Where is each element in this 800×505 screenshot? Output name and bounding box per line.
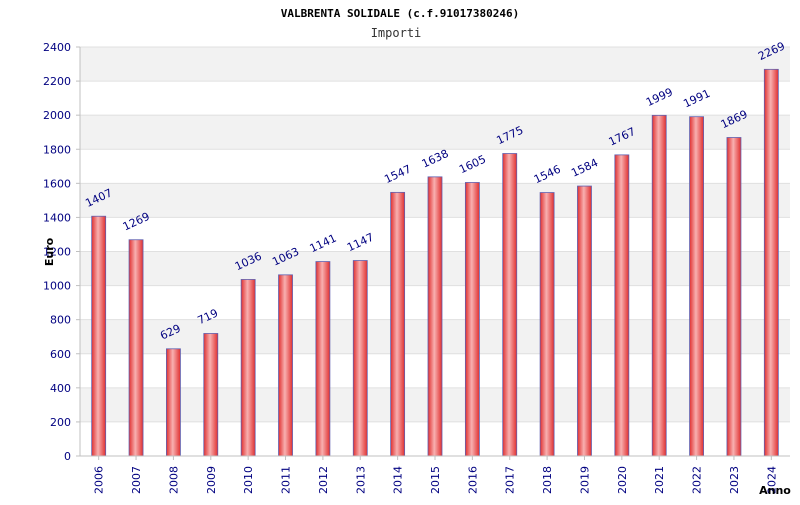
data-label: 1991 [681, 87, 712, 111]
data-label: 1999 [644, 85, 675, 109]
y-tick-label: 1600 [43, 177, 71, 190]
x-tick-labels: 2006 2007 2008 2009 2010 2011 2012 2013 2014 2015… [93, 456, 778, 494]
grid-band [80, 47, 790, 82]
y-tick-label: 1400 [43, 211, 71, 224]
bar [689, 116, 704, 457]
bar [278, 274, 293, 457]
bar [651, 114, 667, 457]
y-tick-labels: 0 200 400 600 800 1000 1200 1400 1600 1800 2000 220… [43, 41, 71, 463]
bar [91, 215, 107, 457]
x-tick-label: 2022 [691, 466, 704, 494]
y-tick-label: 2400 [43, 41, 71, 54]
y-tick-label: 400 [50, 382, 71, 395]
bar [203, 333, 219, 457]
grid-band [80, 115, 790, 150]
y-tick-label: 1800 [43, 143, 71, 156]
x-tick-label: 2010 [242, 466, 255, 494]
bar [614, 154, 630, 457]
x-tick-label: 2019 [578, 466, 591, 494]
x-tick-label: 2011 [280, 466, 293, 494]
x-tick-label: 2007 [130, 466, 143, 494]
x-tick-label: 2018 [541, 466, 554, 494]
x-tick-label: 2014 [392, 466, 405, 494]
bar [427, 176, 443, 457]
bar [128, 239, 144, 457]
x-tick-label: 2013 [354, 466, 367, 494]
y-tick-label: 1000 [43, 280, 71, 293]
x-tick-label: 2020 [616, 466, 629, 494]
bar [726, 137, 742, 457]
x-tick-label: 2017 [504, 466, 517, 494]
data-label: 1605 [457, 153, 488, 177]
x-tick-label: 2023 [728, 466, 741, 494]
bar [315, 261, 331, 457]
x-tick-label: 2006 [93, 466, 106, 494]
bars [91, 68, 779, 457]
x-tick-label: 2016 [466, 466, 479, 494]
bar [502, 153, 518, 457]
chart-title: VALBRENTA SOLIDALE (c.f.91017380246) [281, 7, 519, 20]
bar [577, 185, 592, 457]
data-label: 1147 [345, 231, 376, 255]
y-tick-label: 800 [50, 314, 71, 327]
bar [352, 260, 368, 457]
y-tick-label: 600 [50, 348, 71, 361]
bar [539, 192, 555, 457]
y-axis-label: Euro [43, 237, 56, 266]
y-tick-label: 2200 [43, 75, 71, 88]
x-tick-label: 2015 [429, 466, 442, 494]
data-label: 1638 [420, 147, 451, 171]
bar [763, 68, 779, 457]
y-tick-label: 0 [64, 450, 71, 463]
x-tick-label: 2021 [653, 466, 666, 494]
data-label: 1547 [382, 162, 413, 186]
bar [240, 279, 256, 457]
x-tick-label: 2009 [205, 466, 218, 494]
data-label: 1546 [532, 163, 563, 187]
chart-subtitle: Importi [371, 26, 422, 40]
y-tick-label: 200 [50, 416, 71, 429]
x-axis-label: Anno [759, 484, 791, 497]
data-label: 1584 [569, 156, 600, 180]
bar [390, 191, 406, 457]
y-tick-label: 1200 [43, 246, 71, 259]
bar [166, 348, 181, 457]
bar [464, 182, 480, 457]
y-tick-label: 2000 [43, 109, 71, 122]
x-tick-label: 2024 [765, 466, 778, 494]
x-tick-label: 2012 [317, 466, 330, 494]
x-tick-label: 2008 [167, 466, 180, 494]
